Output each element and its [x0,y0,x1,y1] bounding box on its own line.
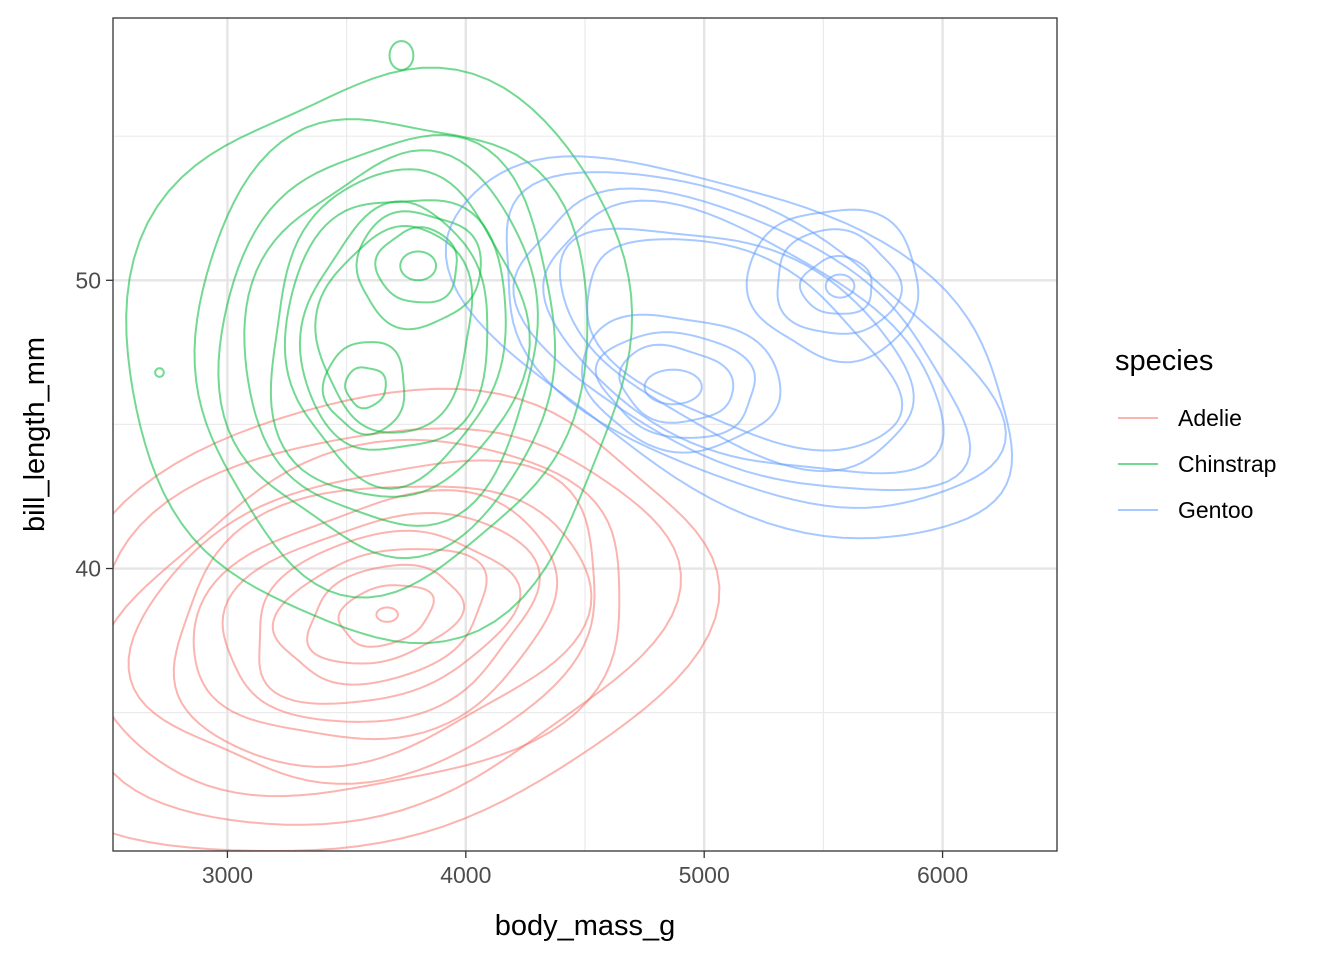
contour-gentoo-11 [745,208,920,364]
contour-chinstrap-9 [355,210,482,331]
contour-layer [113,40,1014,851]
contour-gentoo-12 [776,228,903,335]
contour-adelie-6 [192,489,559,741]
legend-item-chinstrap: Chinstrap [1118,451,1276,477]
y-axis: 40 50 [75,267,113,582]
x-tick-label: 5000 [679,862,730,888]
contour-adelie-8 [258,529,522,705]
contour-gentoo-10 [643,368,703,406]
contour-gentoo-14 [824,273,856,299]
y-tick-label: 50 [75,267,101,293]
x-axis-title: body_mass_g [495,910,676,942]
x-tick-label: 3000 [202,862,253,888]
contour-chinstrap-10 [374,226,458,304]
legend: species Adelie Chinstrap Gentoo [1115,345,1276,523]
contour-gentoo-2 [505,171,1007,509]
series-chinstrap [125,40,634,645]
contour-gentoo-8 [594,331,756,439]
contour-gentoo-1 [444,155,1014,540]
contour-gentoo-3 [512,187,972,492]
y-tick-label: 40 [75,556,101,582]
contour-adelie-2 [113,427,682,826]
contour-adelie-5 [172,485,593,768]
contour-adelie-3 [113,438,621,798]
x-tick-label: 6000 [917,862,968,888]
legend-item-adelie: Adelie [1118,405,1242,431]
contour-adelie-7 [221,511,541,723]
contour-gentoo-6 [586,238,904,452]
contour-chinstrap-8 [314,224,474,434]
x-tick-label: 4000 [440,862,491,888]
legend-item-gentoo: Gentoo [1118,497,1253,523]
contour-chinstrap-2 [193,118,589,599]
series-gentoo [444,155,1014,540]
contour-adelie-10 [306,563,466,665]
contour-gentoo-7 [580,313,782,454]
contour-chinstrap-4 [243,149,539,527]
contour-chinstrap-14 [388,40,415,71]
legend-label: Gentoo [1178,497,1253,523]
legend-label: Chinstrap [1178,451,1276,477]
contour-chinstrap-1 [125,66,634,645]
x-axis: 3000 4000 5000 6000 [202,851,968,888]
contour-gentoo-13 [798,255,873,315]
contour-chinstrap-6 [283,199,507,490]
contour-chinstrap-5 [269,168,531,498]
plot-panel [112,17,1058,852]
contour-adelie-4 [127,459,596,785]
legend-items: Adelie Chinstrap Gentoo [1118,405,1276,523]
contour-chinstrap-12 [321,341,406,436]
contour-chinstrap-11 [399,250,437,282]
panel-border [112,17,1058,852]
contour-adelie-9 [271,548,488,686]
contour-gentoo-4 [542,199,945,475]
contour-gentoo-9 [618,343,735,424]
legend-label: Adelie [1178,405,1242,431]
contour-chinstrap-15 [154,367,165,378]
contour-chinstrap-3 [217,133,557,560]
contour-chinstrap-13 [344,366,387,410]
contour-gentoo-5 [558,227,915,473]
contour-chinstrap-7 [298,200,489,451]
legend-title: species [1115,345,1213,377]
y-axis-title: bill_length_mm [19,337,51,532]
contour-adelie-12 [375,606,399,623]
